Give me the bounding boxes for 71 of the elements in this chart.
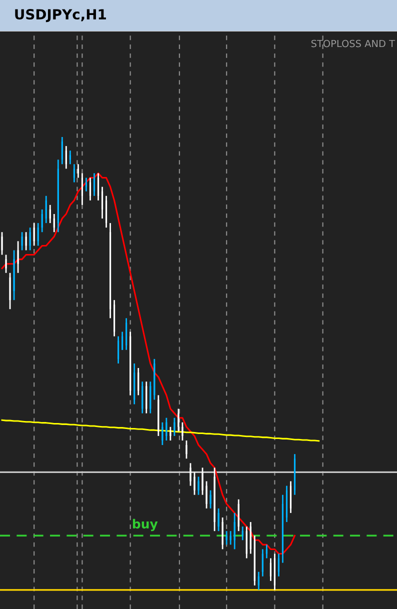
candlestick: [186, 440, 188, 460]
candlestick: [69, 150, 71, 165]
candlestick: [226, 530, 228, 546]
candlestick: [37, 222, 39, 246]
candlestick: [222, 516, 224, 550]
candlestick: [5, 254, 7, 274]
candlestick: [45, 195, 47, 224]
candlestick: [230, 530, 232, 546]
candlestick: [218, 508, 220, 532]
candlestick: [214, 466, 216, 532]
candlestick: [105, 195, 108, 228]
candlestick: [170, 426, 172, 442]
candlestick: [246, 526, 248, 559]
candlestick: [9, 272, 11, 310]
candlestick: [206, 480, 208, 510]
candlestick: [57, 158, 59, 233]
candlestick: [130, 331, 132, 396]
candlestick: [162, 422, 164, 446]
candlestick: [234, 512, 236, 550]
candlestick: [21, 231, 23, 251]
candlestick: [262, 548, 264, 578]
candlestick: [33, 222, 35, 246]
candlestick: [166, 417, 168, 442]
candlestick: [154, 358, 156, 400]
candlestick: [242, 526, 244, 541]
candlestick: [142, 380, 144, 414]
candlestick: [13, 250, 15, 301]
candlestick: [194, 472, 196, 496]
candlestick: [254, 534, 256, 586]
candlestick: [17, 240, 19, 274]
candlestick: [53, 213, 55, 233]
candlestick: [158, 394, 160, 437]
candlestick: [266, 544, 268, 559]
candlestick: [238, 498, 240, 532]
candlestick: [174, 417, 176, 437]
candlestick: [138, 367, 140, 396]
candlestick: [89, 177, 92, 202]
candlestick: [190, 462, 192, 486]
candlestick: [126, 317, 128, 351]
candlestick: [290, 480, 292, 514]
candlestick: [77, 163, 79, 178]
candlestick: [85, 177, 88, 192]
ref-line-label: buy: [132, 518, 158, 532]
candlestick: [134, 362, 136, 405]
candlestick: [25, 231, 27, 251]
candlestick: [29, 226, 31, 251]
candlestick: [250, 521, 252, 554]
candlestick: [41, 208, 43, 233]
candlestick: [73, 163, 75, 183]
candlestick: [81, 172, 84, 206]
candlestick: [258, 571, 260, 591]
candlestick: [101, 186, 104, 220]
candlestick: [97, 172, 100, 202]
candlestick: [198, 476, 200, 496]
candlestick: [278, 553, 280, 578]
candlestick: [1, 231, 3, 256]
candlestick: [65, 145, 67, 170]
candlestick: [49, 204, 51, 224]
candlestick: [93, 172, 96, 197]
candlestick: [122, 331, 124, 351]
candlestick: [182, 422, 184, 442]
candlestick: [146, 380, 148, 414]
candlestick: [270, 558, 272, 582]
candlestick: [202, 466, 204, 496]
candlestick: [61, 136, 63, 165]
candlestick: [117, 336, 120, 364]
candlestick: [178, 408, 180, 432]
candlestick: [210, 490, 212, 510]
chart-title: USDJPYc,H1: [15, 9, 106, 22]
candlestick: [150, 380, 152, 414]
text: STOPLOSS AND T: [311, 40, 396, 48]
